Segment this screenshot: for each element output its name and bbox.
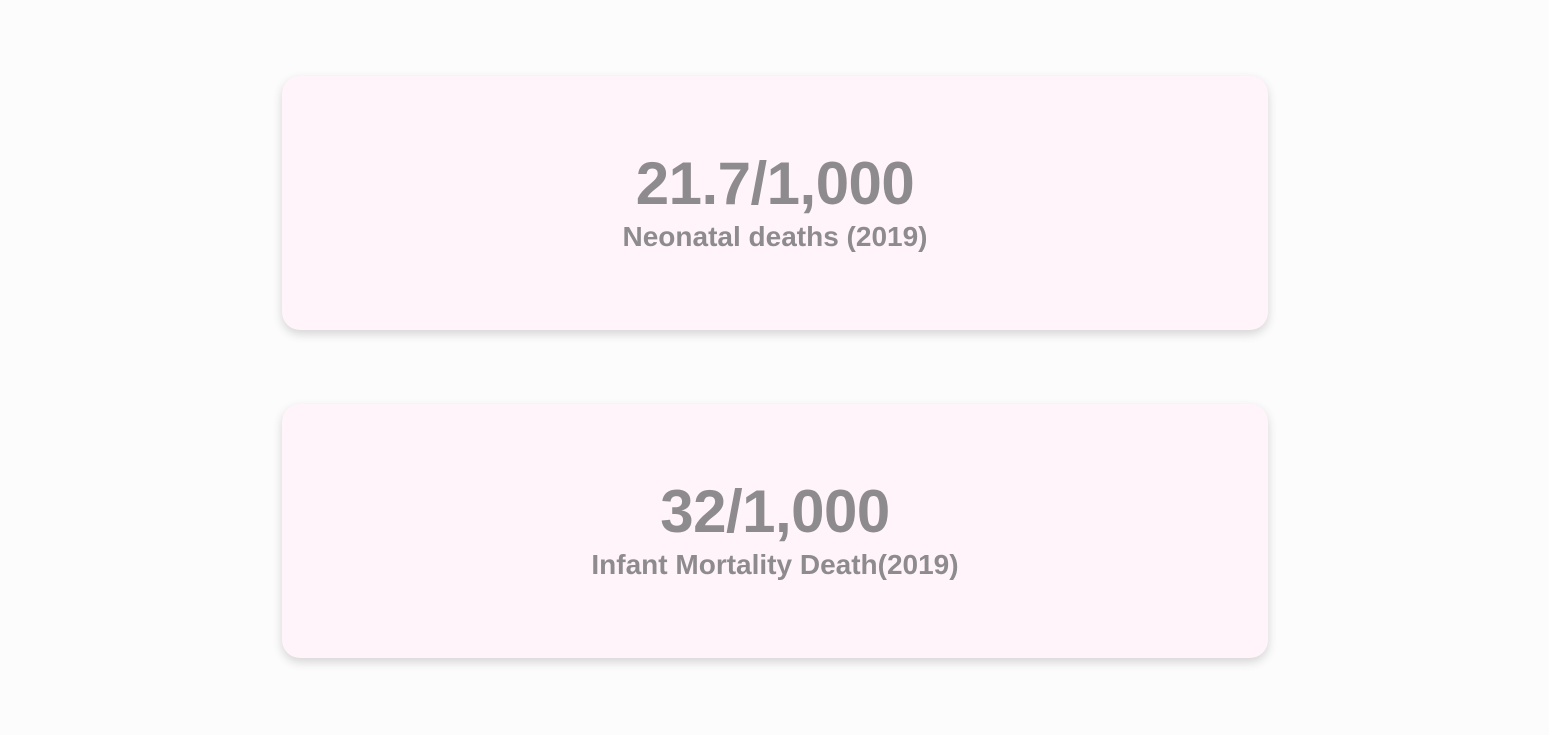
neonatal-deaths-label: Neonatal deaths (2019): [622, 221, 928, 252]
infant-mortality-value: 32/1,000: [660, 478, 890, 545]
neonatal-deaths-value: 21.7/1,000: [635, 150, 915, 217]
infant-mortality-label: Infant Mortality Death(2019): [591, 549, 959, 580]
infant-mortality-card: 32/1,000 Infant Mortality Death(2019): [282, 404, 1268, 658]
neonatal-deaths-card: 21.7/1,000 Neonatal deaths (2019): [282, 76, 1268, 330]
